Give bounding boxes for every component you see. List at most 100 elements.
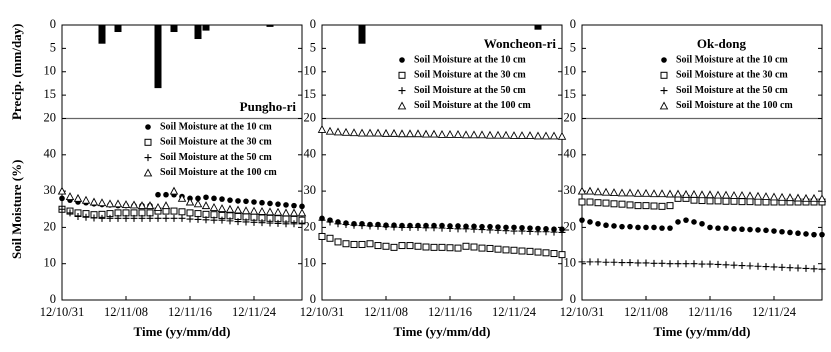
soil-point (406, 223, 414, 231)
soil-point (675, 219, 681, 225)
soil-point (169, 186, 179, 195)
soil-point (770, 263, 778, 271)
soil-point (177, 193, 187, 202)
soil-point (550, 250, 558, 258)
soil-point (289, 208, 299, 217)
soil-point (266, 219, 274, 227)
soil-point (241, 206, 251, 215)
soil-point (730, 197, 738, 205)
soil-point (619, 223, 625, 230)
soil-point (666, 202, 674, 210)
soil-point (747, 226, 753, 233)
soil-point (290, 220, 298, 228)
precip-tick-label: 5 (50, 40, 56, 54)
soil-point (398, 242, 406, 250)
soil-point (579, 217, 585, 223)
legend-label: Soil Moisture at the 30 cm (414, 70, 526, 81)
soil-point (699, 220, 705, 227)
y-tick-label: 40 (304, 147, 317, 161)
precip-bar (194, 25, 202, 40)
legend-label: Soil Moisture at the 30 cm (160, 137, 272, 148)
soil-point (689, 189, 699, 198)
soil-point (729, 191, 739, 199)
soil-point (674, 260, 682, 268)
soil-point (89, 197, 99, 206)
soil-point (534, 228, 542, 236)
soil-point (602, 199, 610, 207)
soil-point (267, 200, 273, 207)
soil-point (422, 243, 430, 251)
soil-point (57, 186, 67, 195)
soil-point (129, 200, 139, 209)
y-tick-label: 0 (570, 292, 576, 306)
soil-point (707, 224, 713, 231)
soil-point (462, 225, 470, 233)
soil-point (469, 130, 479, 139)
soil-point (502, 227, 510, 235)
soil-point (73, 193, 83, 202)
soil-point (595, 220, 601, 227)
legend-label: Soil Moisture at the 30 cm (676, 70, 788, 81)
soil-point (610, 258, 618, 266)
soil-point (145, 201, 155, 210)
soil-point (587, 219, 593, 225)
soil-point (243, 198, 249, 205)
soil-point (462, 242, 470, 250)
soil-point (138, 214, 146, 222)
soil-point (333, 127, 343, 136)
soil-point (697, 190, 707, 199)
x-tick-label: 12/11/16 (688, 305, 732, 319)
soil-point (683, 217, 689, 223)
soil-point (318, 232, 326, 240)
soil-point (225, 204, 235, 213)
precip-bar (114, 25, 122, 33)
soil-point (795, 230, 801, 237)
soil-point (98, 214, 106, 222)
legend-marker (143, 168, 153, 177)
precip-tick-label: 0 (50, 17, 56, 31)
soil-point (738, 198, 746, 206)
soil-point (651, 224, 657, 231)
x-axis-label: Time (yy/mm/dd) (134, 324, 231, 339)
soil-point (477, 130, 487, 139)
soil-point (585, 186, 595, 195)
soil-point (334, 220, 342, 228)
soil-point (275, 201, 281, 207)
soil-point (478, 226, 486, 234)
y-tick-label: 30 (44, 183, 57, 197)
soil-point (97, 198, 107, 207)
soil-point (633, 188, 643, 197)
soil-point (518, 247, 526, 255)
soil-point (658, 259, 666, 267)
soil-point (446, 224, 454, 232)
precip-tick-label: 0 (570, 17, 576, 31)
x-axis-label: Time (yy/mm/dd) (394, 324, 491, 339)
legend-marker (660, 71, 668, 79)
soil-point (446, 244, 454, 252)
soil-point (82, 213, 90, 221)
soil-point (657, 189, 667, 198)
legend-marker (660, 87, 668, 95)
soil-point (317, 124, 327, 133)
soil-point (594, 258, 602, 266)
soil-point (753, 191, 763, 200)
soil-point (526, 247, 534, 255)
soil-point (429, 129, 439, 138)
soil-point (810, 265, 818, 273)
soil-point (146, 214, 154, 222)
panel-title: Pungho-ri (240, 99, 297, 114)
precip-tick-label: 15 (304, 87, 317, 101)
soil-point (235, 198, 241, 204)
soil-point (113, 199, 123, 208)
soil-point (217, 204, 227, 212)
soil-point (454, 225, 462, 233)
soil-point (666, 260, 674, 268)
soil-point (542, 228, 550, 236)
soil-point (170, 207, 178, 215)
soil-point (501, 130, 511, 139)
y-tick-label: 10 (304, 256, 317, 270)
soil-point (170, 214, 178, 222)
soil-point (153, 202, 163, 211)
legend-marker (398, 87, 406, 95)
